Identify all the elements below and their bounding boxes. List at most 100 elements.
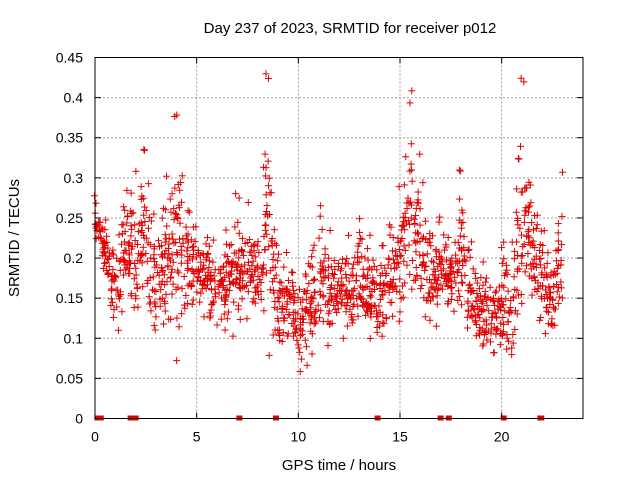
- data-point: [348, 319, 356, 327]
- data-point: [366, 334, 374, 342]
- data-point: [481, 327, 489, 335]
- data-point: [223, 315, 231, 323]
- data-point: [554, 220, 562, 228]
- data-point: [503, 345, 511, 353]
- data-point: [439, 265, 447, 273]
- data-point: [537, 313, 545, 321]
- data-point: [134, 228, 142, 236]
- data-point: [492, 287, 500, 295]
- y-tick-label: 0.05: [56, 370, 83, 386]
- data-point: [262, 172, 270, 180]
- data-point: [513, 185, 521, 193]
- data-point: [529, 226, 537, 234]
- data-point: [436, 253, 444, 261]
- data-point: [458, 301, 466, 309]
- data-point: [398, 282, 406, 290]
- data-point: [525, 234, 533, 242]
- data-point: [558, 294, 566, 302]
- data-point: [273, 241, 281, 249]
- data-point: [554, 229, 562, 237]
- data-point: [490, 349, 498, 357]
- data-point: [110, 277, 118, 285]
- data-point: [387, 223, 395, 231]
- data-point: [317, 291, 325, 299]
- data-point: [150, 210, 158, 218]
- data-point: [418, 262, 426, 270]
- data-point: [476, 314, 484, 322]
- data-point: [404, 194, 412, 202]
- data-point: [479, 258, 487, 266]
- data-point: [363, 245, 371, 253]
- data-point: [377, 262, 385, 270]
- data-point: [191, 237, 199, 245]
- data-point: [295, 344, 303, 352]
- data-point: [347, 293, 355, 301]
- data-point: [498, 297, 506, 305]
- data-point: [337, 264, 345, 272]
- data-point: [456, 195, 464, 203]
- data-point: [294, 341, 302, 349]
- data-point: [157, 286, 165, 294]
- data-point: [541, 330, 549, 338]
- data-point: [284, 330, 292, 338]
- data-point: [224, 308, 232, 316]
- data-point: [260, 233, 268, 241]
- data-point: [131, 221, 139, 229]
- data-point: [194, 246, 202, 254]
- data-point: [468, 287, 476, 295]
- data-point: [229, 278, 237, 286]
- data-point: [430, 285, 438, 293]
- data-point: [514, 291, 522, 299]
- data-point: [417, 285, 425, 293]
- x-tick-label: 20: [494, 429, 510, 445]
- data-point: [271, 263, 279, 271]
- data-point: [378, 269, 386, 277]
- data-point: [480, 328, 488, 336]
- data-point: [498, 300, 506, 308]
- data-point: [262, 70, 270, 78]
- data-point: [546, 301, 554, 309]
- data-point: [118, 308, 126, 316]
- data-point: [161, 307, 169, 315]
- data-point: [230, 249, 238, 257]
- data-point: [242, 281, 250, 289]
- data-point: [331, 305, 339, 313]
- data-point: [107, 295, 115, 303]
- data-point: [147, 307, 155, 315]
- data-point: [206, 312, 214, 320]
- data-point: [356, 215, 364, 223]
- data-point: [464, 297, 472, 305]
- data-point: [168, 265, 176, 273]
- data-point: [337, 300, 345, 308]
- data-point: [295, 285, 303, 293]
- data-point: [525, 208, 533, 216]
- data-point: [190, 270, 198, 278]
- y-tick-label: 0: [75, 411, 83, 427]
- data-point: [109, 246, 117, 254]
- data-point: [342, 274, 350, 282]
- data-point: [537, 255, 545, 263]
- data-point: [225, 287, 233, 295]
- data-point: [200, 313, 208, 321]
- data-point: [262, 269, 270, 277]
- data-point: [413, 198, 421, 206]
- data-point: [369, 256, 377, 264]
- data-point: [178, 310, 186, 318]
- data-point: [236, 267, 244, 275]
- data-point: [412, 248, 420, 256]
- data-point: [183, 247, 191, 255]
- data-point: [132, 167, 140, 175]
- data-point: [549, 295, 557, 303]
- data-point: [456, 292, 464, 300]
- data-point: [374, 318, 382, 326]
- data-point: [234, 218, 242, 226]
- data-point: [378, 291, 386, 299]
- data-point: [227, 241, 235, 249]
- data-point: [308, 263, 316, 271]
- data-point: [456, 232, 464, 240]
- data-point: [419, 251, 427, 259]
- data-point: [204, 249, 212, 257]
- data-point: [461, 271, 469, 279]
- data-point: [289, 315, 297, 323]
- data-point: [158, 214, 166, 222]
